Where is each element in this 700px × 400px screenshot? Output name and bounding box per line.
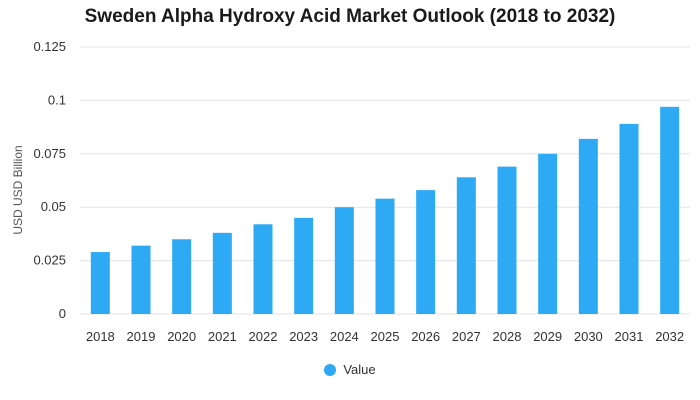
chart-title: Sweden Alpha Hydroxy Acid Market Outlook… <box>84 6 616 27</box>
bar-2031 <box>619 123 639 315</box>
bar-2030 <box>578 138 598 314</box>
x-tick-label: 2026 <box>411 329 440 344</box>
y-tick-label: 0.05 <box>41 199 66 214</box>
x-tick-label: 2027 <box>452 329 481 344</box>
bar-2018 <box>90 252 110 314</box>
bar-2026 <box>416 190 436 314</box>
y-tick-label: 0.125 <box>33 39 66 54</box>
y-tick-label: 0.025 <box>33 253 66 268</box>
legend-swatch-value <box>324 363 337 376</box>
x-tick-label: 2018 <box>86 329 115 344</box>
x-tick-label: 2020 <box>167 329 196 344</box>
x-tick-label: 2023 <box>289 329 318 344</box>
bar-2022 <box>253 224 273 314</box>
x-axis-ticks: 2018 2019 2020 2021 2022 2023 2024 2025 2026 2027… <box>86 329 684 344</box>
bar-2019 <box>131 245 151 314</box>
y-tick-label: 0.075 <box>33 146 66 161</box>
bar-2024 <box>334 207 354 314</box>
bar-2028 <box>497 166 517 314</box>
bar-2021 <box>212 232 232 314</box>
bar-2025 <box>375 198 395 314</box>
y-axis-title: USD USD Billion <box>11 145 25 234</box>
x-tick-label: 2025 <box>371 329 400 344</box>
x-tick-label: 2021 <box>208 329 237 344</box>
x-tick-label: 2030 <box>574 329 603 344</box>
bars <box>90 106 680 315</box>
bar-2032 <box>660 106 680 314</box>
legend: Value <box>0 362 700 377</box>
x-tick-label: 2028 <box>493 329 522 344</box>
x-tick-label: 2019 <box>127 329 156 344</box>
x-tick-label: 2029 <box>533 329 562 344</box>
bar-2020 <box>172 239 192 314</box>
y-tick-label: 0.1 <box>48 92 66 107</box>
y-axis-ticks: 0 0.025 0.05 0.075 0.1 0.125 <box>33 39 66 321</box>
bar-2027 <box>456 177 476 314</box>
x-tick-label: 2024 <box>330 329 359 344</box>
y-tick-label: 0 <box>59 306 66 321</box>
legend-label-value: Value <box>343 362 376 377</box>
x-tick-label: 2031 <box>615 329 644 344</box>
bar-2029 <box>538 153 558 314</box>
x-tick-label: 2022 <box>249 329 278 344</box>
x-tick-label: 2032 <box>655 329 684 344</box>
bar-2023 <box>294 217 314 314</box>
